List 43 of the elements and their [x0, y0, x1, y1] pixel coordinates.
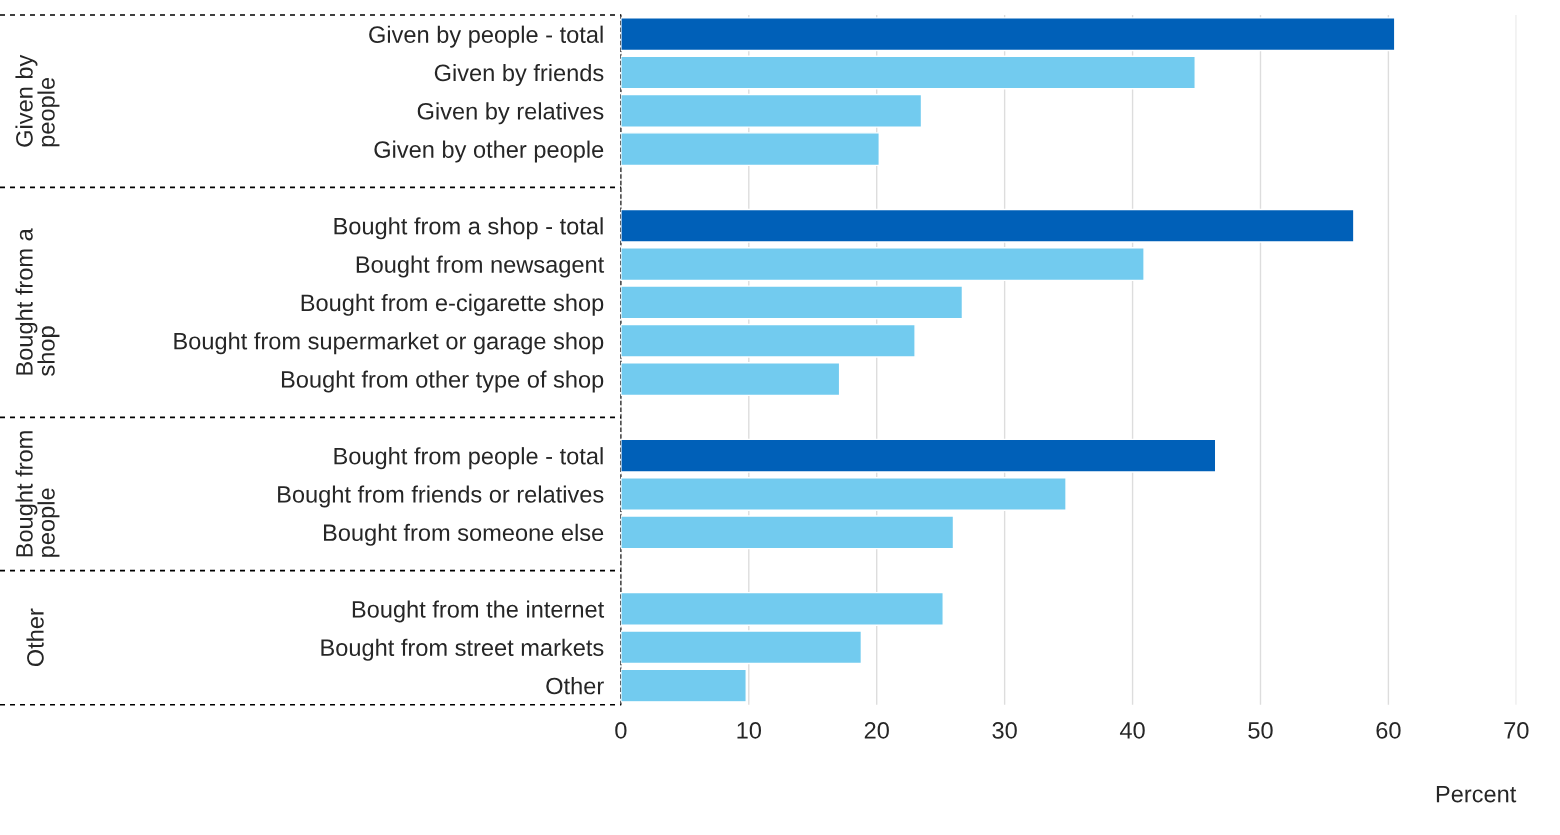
y-tick-label: Bought from supermarket or garage shop	[174, 332, 604, 355]
y-tick-label: Bought from a shop - total	[334, 217, 603, 240]
bar	[620, 477, 1067, 511]
y-tick-label: Bought from someone else	[323, 523, 604, 546]
y-tick-label: Other	[546, 677, 604, 695]
bar	[620, 132, 880, 167]
y-tick-label: Bought from friends or relatives	[278, 485, 604, 508]
x-tick-label: 50	[1248, 722, 1273, 739]
x-tick-label: 60	[1376, 722, 1401, 739]
y-tick-label: Given by people - total	[369, 25, 603, 48]
x-axis-title: Percent	[1436, 785, 1517, 803]
x-tick-label: 20	[864, 722, 889, 739]
text: Bought from people	[15, 431, 60, 557]
y-tick-label: Given by friends	[434, 63, 604, 86]
y-tick-label: Bought from newsagent	[356, 255, 605, 278]
text: Given by people	[15, 54, 60, 147]
bar	[620, 93, 923, 128]
bar	[620, 668, 747, 703]
bar	[620, 630, 863, 665]
y-tick-label: Bought from street markets	[321, 638, 604, 661]
text: Other	[26, 608, 44, 667]
text: Bought from a shop	[15, 228, 60, 376]
bar	[620, 362, 841, 397]
x-tick-label: 10	[737, 722, 762, 739]
y-tick-label: Given by other people	[374, 140, 604, 163]
bar	[620, 438, 1217, 473]
x-tick-label: 40	[1119, 722, 1145, 739]
x-tick-label: 30	[992, 722, 1017, 739]
bar	[620, 515, 955, 550]
y-tick-label: Bought from other type of shop	[281, 370, 604, 393]
y-tick-label: Bought from people - total	[334, 447, 603, 470]
y-tick-label: Bought from e-cigarette shop	[301, 293, 604, 316]
x-tick-label: 0	[615, 722, 627, 739]
bar	[620, 208, 1355, 243]
bar	[620, 591, 944, 626]
bar	[620, 55, 1196, 90]
bar	[620, 247, 1145, 282]
bar	[620, 323, 916, 358]
x-tick-label: 70	[1504, 722, 1529, 739]
y-tick-label: Given by relatives	[417, 102, 604, 125]
bar	[620, 17, 1396, 52]
y-tick-label: Bought from the internet	[352, 600, 605, 623]
bar	[620, 285, 964, 320]
